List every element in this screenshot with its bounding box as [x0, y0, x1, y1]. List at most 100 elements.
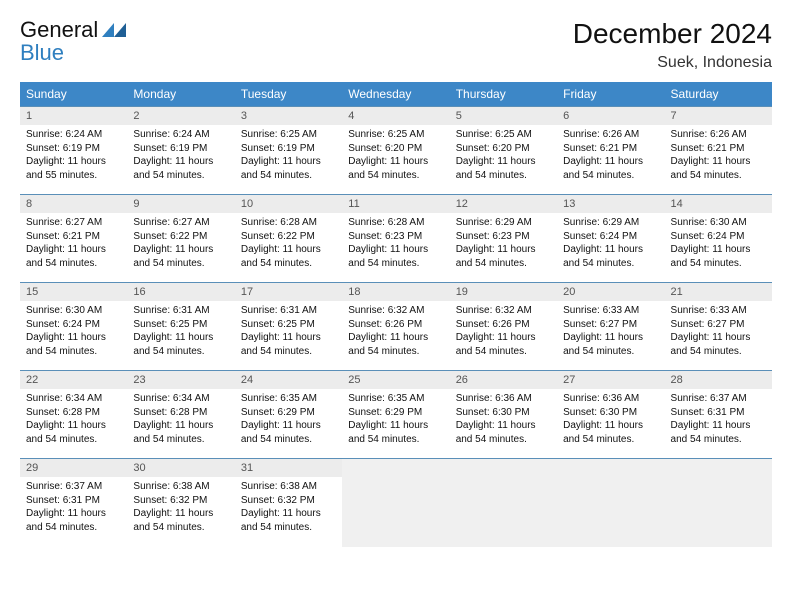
- daylight-line: Daylight: 11 hours and 54 minutes.: [456, 419, 551, 446]
- day-cell: 8Sunrise: 6:27 AMSunset: 6:21 PMDaylight…: [20, 195, 127, 283]
- day-number: 23: [127, 371, 234, 389]
- day-number: 19: [450, 283, 557, 301]
- sunrise-line: Sunrise: 6:34 AM: [26, 392, 121, 406]
- daylight-line: Daylight: 11 hours and 54 minutes.: [133, 419, 228, 446]
- sunrise-line: Sunrise: 6:26 AM: [671, 128, 766, 142]
- day-details: Sunrise: 6:28 AMSunset: 6:23 PMDaylight:…: [342, 213, 449, 274]
- weekday-header: Monday: [127, 82, 234, 107]
- calendar-row: 29Sunrise: 6:37 AMSunset: 6:31 PMDayligh…: [20, 459, 772, 547]
- day-number: 12: [450, 195, 557, 213]
- day-cell: 21Sunrise: 6:33 AMSunset: 6:27 PMDayligh…: [665, 283, 772, 371]
- daylight-line: Daylight: 11 hours and 54 minutes.: [133, 243, 228, 270]
- day-number: 30: [127, 459, 234, 477]
- calendar-row: 15Sunrise: 6:30 AMSunset: 6:24 PMDayligh…: [20, 283, 772, 371]
- daylight-line: Daylight: 11 hours and 54 minutes.: [456, 243, 551, 270]
- sunrise-line: Sunrise: 6:27 AM: [133, 216, 228, 230]
- day-cell: 24Sunrise: 6:35 AMSunset: 6:29 PMDayligh…: [235, 371, 342, 459]
- day-number: 22: [20, 371, 127, 389]
- sunrise-line: Sunrise: 6:37 AM: [671, 392, 766, 406]
- sunrise-line: Sunrise: 6:28 AM: [348, 216, 443, 230]
- day-cell: 19Sunrise: 6:32 AMSunset: 6:26 PMDayligh…: [450, 283, 557, 371]
- daylight-line: Daylight: 11 hours and 54 minutes.: [241, 155, 336, 182]
- day-cell: 13Sunrise: 6:29 AMSunset: 6:24 PMDayligh…: [557, 195, 664, 283]
- day-details: Sunrise: 6:32 AMSunset: 6:26 PMDaylight:…: [450, 301, 557, 362]
- day-details: Sunrise: 6:37 AMSunset: 6:31 PMDaylight:…: [20, 477, 127, 538]
- sunset-line: Sunset: 6:23 PM: [348, 230, 443, 244]
- day-number: 17: [235, 283, 342, 301]
- daylight-line: Daylight: 11 hours and 54 minutes.: [563, 331, 658, 358]
- day-details: Sunrise: 6:26 AMSunset: 6:21 PMDaylight:…: [557, 125, 664, 186]
- day-details: Sunrise: 6:27 AMSunset: 6:22 PMDaylight:…: [127, 213, 234, 274]
- sunset-line: Sunset: 6:32 PM: [241, 494, 336, 508]
- daylight-line: Daylight: 11 hours and 54 minutes.: [241, 419, 336, 446]
- calendar-table: SundayMondayTuesdayWednesdayThursdayFrid…: [20, 82, 772, 547]
- location-label: Suek, Indonesia: [573, 54, 772, 72]
- sunset-line: Sunset: 6:22 PM: [241, 230, 336, 244]
- day-details: Sunrise: 6:28 AMSunset: 6:22 PMDaylight:…: [235, 213, 342, 274]
- sunset-line: Sunset: 6:20 PM: [348, 142, 443, 156]
- sunset-line: Sunset: 6:23 PM: [456, 230, 551, 244]
- sunrise-line: Sunrise: 6:33 AM: [563, 304, 658, 318]
- logo-text: General Blue: [20, 18, 126, 64]
- day-details: Sunrise: 6:29 AMSunset: 6:23 PMDaylight:…: [450, 213, 557, 274]
- logo-word-blue: Blue: [20, 40, 64, 65]
- daylight-line: Daylight: 11 hours and 54 minutes.: [671, 155, 766, 182]
- sunrise-line: Sunrise: 6:25 AM: [348, 128, 443, 142]
- day-number: 4: [342, 107, 449, 125]
- sunrise-line: Sunrise: 6:32 AM: [456, 304, 551, 318]
- daylight-line: Daylight: 11 hours and 54 minutes.: [563, 419, 658, 446]
- sunrise-line: Sunrise: 6:29 AM: [456, 216, 551, 230]
- sunrise-line: Sunrise: 6:32 AM: [348, 304, 443, 318]
- daylight-line: Daylight: 11 hours and 54 minutes.: [348, 243, 443, 270]
- day-number: 13: [557, 195, 664, 213]
- sunset-line: Sunset: 6:25 PM: [133, 318, 228, 332]
- day-details: Sunrise: 6:24 AMSunset: 6:19 PMDaylight:…: [20, 125, 127, 186]
- sunrise-line: Sunrise: 6:25 AM: [241, 128, 336, 142]
- day-cell: 14Sunrise: 6:30 AMSunset: 6:24 PMDayligh…: [665, 195, 772, 283]
- daylight-line: Daylight: 11 hours and 54 minutes.: [241, 507, 336, 534]
- day-number: 28: [665, 371, 772, 389]
- sunset-line: Sunset: 6:29 PM: [241, 406, 336, 420]
- day-details: Sunrise: 6:33 AMSunset: 6:27 PMDaylight:…: [557, 301, 664, 362]
- day-cell: 7 Sunrise: 6:26 AMSunset: 6:21 PMDaylight…: [665, 107, 772, 195]
- sunset-line: Sunset: 6:21 PM: [671, 142, 766, 156]
- sunrise-line: Sunrise: 6:25 AM: [456, 128, 551, 142]
- day-cell: 20Sunrise: 6:33 AMSunset: 6:27 PMDayligh…: [557, 283, 664, 371]
- weekday-header: Saturday: [665, 82, 772, 107]
- daylight-line: Daylight: 11 hours and 55 minutes.: [26, 155, 121, 182]
- daylight-line: Daylight: 11 hours and 54 minutes.: [348, 419, 443, 446]
- daylight-line: Daylight: 11 hours and 54 minutes.: [26, 419, 121, 446]
- weekday-header: Tuesday: [235, 82, 342, 107]
- sunset-line: Sunset: 6:31 PM: [671, 406, 766, 420]
- day-details: Sunrise: 6:25 AMSunset: 6:20 PMDaylight:…: [342, 125, 449, 186]
- day-number: 10: [235, 195, 342, 213]
- day-cell: 5Sunrise: 6:25 AMSunset: 6:20 PMDaylight…: [450, 107, 557, 195]
- daylight-line: Daylight: 11 hours and 54 minutes.: [241, 331, 336, 358]
- sunrise-line: Sunrise: 6:38 AM: [133, 480, 228, 494]
- day-number: 27: [557, 371, 664, 389]
- day-details: Sunrise: 6:32 AMSunset: 6:26 PMDaylight:…: [342, 301, 449, 362]
- calendar-body: 1Sunrise: 6:24 AMSunset: 6:19 PMDaylight…: [20, 107, 772, 547]
- day-details: Sunrise: 6:29 AMSunset: 6:24 PMDaylight:…: [557, 213, 664, 274]
- day-number: 18: [342, 283, 449, 301]
- sunset-line: Sunset: 6:22 PM: [133, 230, 228, 244]
- day-details: Sunrise: 6:31 AMSunset: 6:25 PMDaylight:…: [127, 301, 234, 362]
- daylight-line: Daylight: 11 hours and 54 minutes.: [456, 155, 551, 182]
- daylight-line: Daylight: 11 hours and 54 minutes.: [26, 507, 121, 534]
- day-details: Sunrise: 6:34 AMSunset: 6:28 PMDaylight:…: [127, 389, 234, 450]
- sunset-line: Sunset: 6:26 PM: [456, 318, 551, 332]
- sunrise-line: Sunrise: 6:34 AM: [133, 392, 228, 406]
- day-number: 7: [665, 107, 772, 125]
- page-title: December 2024: [573, 18, 772, 50]
- day-cell: 2Sunrise: 6:24 AMSunset: 6:19 PMDaylight…: [127, 107, 234, 195]
- day-cell: 10Sunrise: 6:28 AMSunset: 6:22 PMDayligh…: [235, 195, 342, 283]
- sunrise-line: Sunrise: 6:31 AM: [133, 304, 228, 318]
- day-details: Sunrise: 6:36 AMSunset: 6:30 PMDaylight:…: [450, 389, 557, 450]
- day-cell: 26Sunrise: 6:36 AMSunset: 6:30 PMDayligh…: [450, 371, 557, 459]
- day-details: Sunrise: 6:25 AMSunset: 6:19 PMDaylight:…: [235, 125, 342, 186]
- sunset-line: Sunset: 6:28 PM: [133, 406, 228, 420]
- day-cell: 29Sunrise: 6:37 AMSunset: 6:31 PMDayligh…: [20, 459, 127, 547]
- empty-cell: [450, 459, 557, 547]
- day-details: Sunrise: 6:36 AMSunset: 6:30 PMDaylight:…: [557, 389, 664, 450]
- sunset-line: Sunset: 6:21 PM: [563, 142, 658, 156]
